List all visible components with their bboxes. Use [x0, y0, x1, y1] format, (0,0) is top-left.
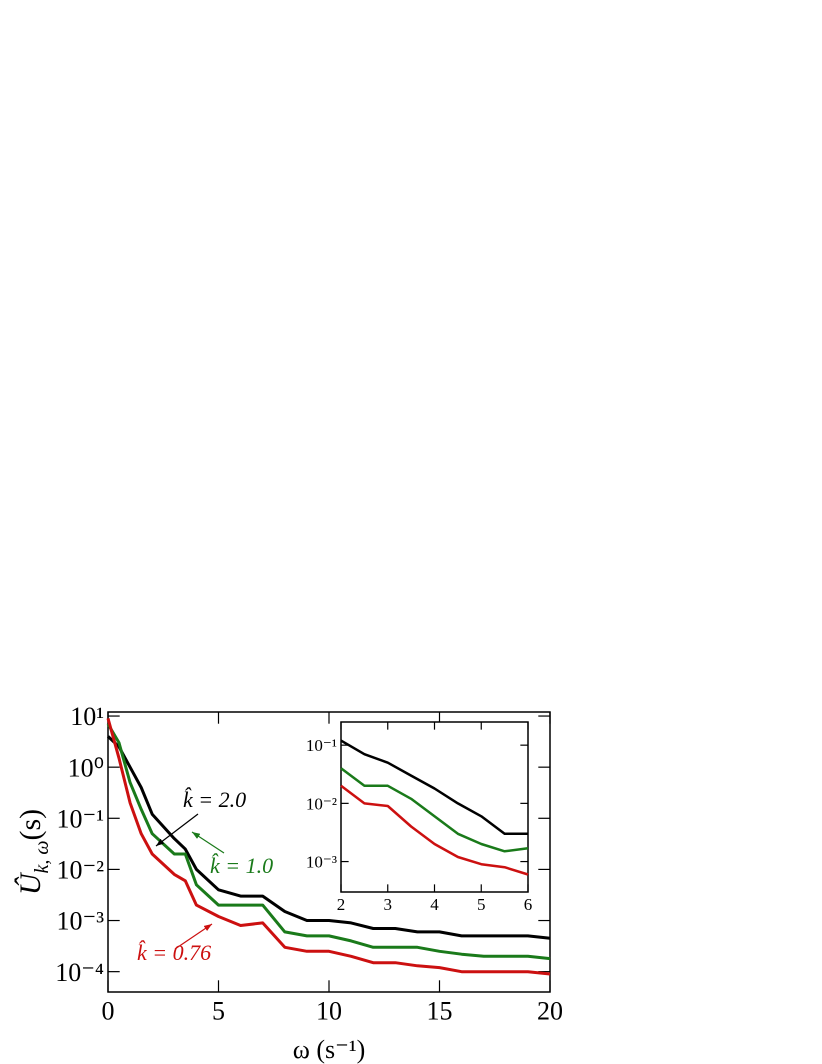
- y-tick-label: 10⁻⁴: [55, 958, 104, 987]
- y-tick-label: 10⁻³: [306, 853, 337, 872]
- data-line: [340, 739, 528, 836]
- series-label: k̂ = 2.0: [183, 787, 246, 812]
- x-tick-label: 15: [427, 996, 453, 1025]
- x-tick-label: 5: [212, 996, 225, 1025]
- y-label-symbol: Û: [14, 871, 47, 895]
- annotation-arrow: [174, 923, 213, 950]
- x-tick-label: 6: [524, 895, 533, 914]
- x-tick-label: 20: [537, 996, 563, 1025]
- data-line: [340, 784, 529, 876]
- series-label: k̂ = 0.76: [137, 940, 211, 965]
- annotation-arrow: [155, 813, 199, 847]
- y-tick-label: 10⁻³: [56, 907, 104, 936]
- y-label-unit: (s): [14, 809, 47, 841]
- y-tick-label: 10⁻¹: [306, 736, 337, 755]
- y-label-subscript: k, ω: [31, 840, 53, 873]
- y-tick-label: 10¹: [70, 702, 104, 731]
- data-line: [106, 735, 551, 940]
- y-tick-label: 10⁻¹: [56, 804, 104, 833]
- y-tick-label: 10⁻²: [306, 794, 337, 813]
- y-axis-label: Ûk, ω(s): [14, 809, 53, 895]
- x-tick-label: 3: [384, 895, 393, 914]
- annotation-arrow: [191, 831, 225, 854]
- y-tick-label: 10⁻²: [56, 856, 104, 885]
- data-line: [106, 723, 551, 961]
- x-tick-label: 4: [430, 895, 439, 914]
- x-axis-label: ω (s⁻¹): [293, 1035, 366, 1064]
- x-tick-label: 10: [316, 996, 342, 1025]
- data-line: [340, 767, 529, 853]
- series-label: k̂ = 1.0: [210, 853, 273, 878]
- x-tick-label: 5: [477, 895, 486, 914]
- data-line: [106, 718, 551, 976]
- plot-frame: [340, 721, 529, 893]
- x-tick-label: 0: [102, 996, 115, 1025]
- x-tick-label: 2: [337, 895, 346, 914]
- y-tick-label: 10⁰: [68, 753, 104, 782]
